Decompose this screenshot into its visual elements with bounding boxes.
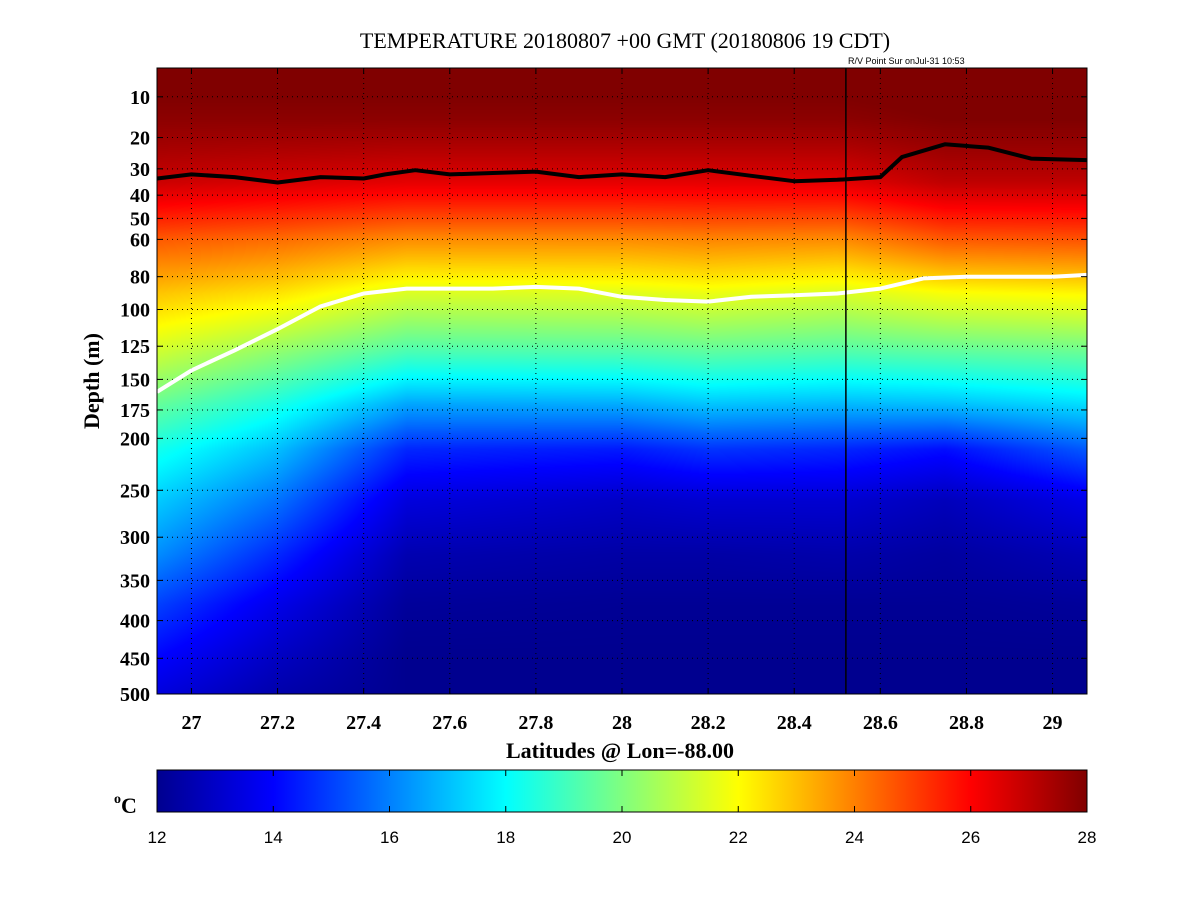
colorbar-tick-label: 26 — [961, 828, 980, 847]
colorbar-ticks: 12 14 16 18 20 22 24 26 28 — [148, 770, 1097, 847]
y-tick-label: 50 — [130, 208, 150, 230]
y-tick-label: 175 — [120, 400, 150, 422]
x-tick-label: 28.8 — [949, 712, 984, 734]
colorbar-tick-label: 18 — [496, 828, 515, 847]
y-tick-label: 80 — [130, 267, 150, 289]
contour-line — [157, 142, 1087, 185]
y-tick-label: 60 — [130, 229, 150, 251]
x-tick-label: 27.6 — [432, 712, 467, 734]
colorbar — [156, 769, 1088, 813]
y-tick-label: 20 — [130, 128, 150, 150]
grid-lines — [157, 68, 1087, 694]
x-tick-label: 28 — [612, 712, 632, 734]
y-tick-label: 40 — [130, 185, 150, 207]
temperature-heatmap — [157, 68, 1087, 694]
y-tick-label: 400 — [120, 611, 150, 633]
chart-title: TEMPERATURE 20180807 +00 GMT (20180806 1… — [360, 28, 890, 53]
y-tick-label: 100 — [120, 300, 150, 322]
x-axis: 27 27.2 27.4 27.6 27.8 28 28.2 28.4 28.6 28.8 29 — [181, 68, 1063, 734]
y-tick-label: 450 — [120, 648, 150, 670]
colorbar-unit-c: C — [121, 793, 137, 818]
y-tick-label: 250 — [120, 480, 150, 502]
x-tick-label: 27.2 — [260, 712, 295, 734]
x-tick-label: 28.2 — [691, 712, 726, 734]
heatmap-region — [157, 68, 1087, 694]
x-tick-label: 27.8 — [518, 712, 553, 734]
chart-subtitle: R/V Point Sur onJul-31 10:53 — [848, 56, 965, 66]
y-axis-label: Depth (m) — [79, 333, 104, 429]
colorbar-tick-label: 20 — [613, 828, 632, 847]
colorbar-tick-label: 28 — [1078, 828, 1097, 847]
x-tick-label: 28.6 — [863, 712, 898, 734]
y-tick-label: 10 — [130, 87, 150, 109]
colorbar-unit-degree: o — [114, 792, 121, 807]
contour-layer — [157, 142, 1087, 394]
colorbar-tick-label: 16 — [380, 828, 399, 847]
y-tick-label: 150 — [120, 369, 150, 391]
x-tick-label: 27.4 — [346, 712, 381, 734]
y-tick-label: 300 — [120, 527, 150, 549]
contour-line — [157, 272, 1087, 394]
x-axis-label: Latitudes @ Lon=-88.00 — [506, 738, 734, 763]
x-tick-label: 28.4 — [777, 712, 812, 734]
colorbar-unit-label: oC — [114, 792, 137, 818]
colorbar-tick-label: 22 — [729, 828, 748, 847]
colorbar-tick-label: 24 — [845, 828, 864, 847]
colorbar-tick-label: 14 — [264, 828, 283, 847]
y-tick-label: 200 — [120, 428, 150, 450]
colorbar-tick-label: 12 — [148, 828, 167, 847]
y-tick-label: 125 — [120, 336, 150, 358]
x-tick-label: 29 — [1043, 712, 1063, 734]
y-tick-label: 30 — [130, 159, 150, 181]
x-tick-label: 27 — [181, 712, 201, 734]
y-tick-label: 500 — [120, 684, 150, 706]
y-tick-label: 350 — [120, 570, 150, 592]
